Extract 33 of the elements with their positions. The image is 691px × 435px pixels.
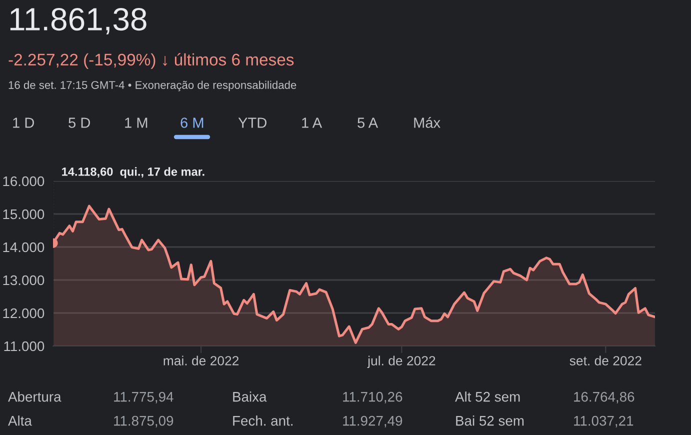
text: YTD bbox=[238, 118, 266, 128]
text: 11.775,94 bbox=[114, 392, 174, 404]
annotation: 14.118,60 qui., 17 de mar. bbox=[62, 167, 204, 178]
text: 11.710,26 bbox=[343, 392, 402, 404]
y-tick-label: 11.000 bbox=[4, 341, 44, 352]
y-tick-label: 13.000 bbox=[3, 275, 44, 286]
text: 1 A bbox=[302, 118, 322, 128]
y-tick-label: 15.000 bbox=[3, 209, 44, 220]
text: Bai 52 sem bbox=[456, 416, 524, 426]
text: 11.927,49 bbox=[343, 416, 402, 428]
text: Baixa bbox=[233, 392, 267, 402]
y-tick-label: 12.000 bbox=[3, 308, 44, 318]
chart-title: 11.861,38 bbox=[10, 8, 146, 34]
x-tick-label: set. de 2022 bbox=[570, 356, 642, 366]
text: 1 D bbox=[13, 118, 34, 128]
text: Abertura bbox=[8, 392, 62, 402]
text: 5 D bbox=[68, 118, 90, 128]
text: 1 M bbox=[125, 118, 148, 128]
text: Alta bbox=[8, 416, 32, 426]
x-tick-label: jul. de 2022 bbox=[367, 356, 436, 368]
text: Alt 52 sem bbox=[455, 392, 520, 402]
y-tick-label: 16.000 bbox=[3, 176, 44, 186]
chart-subtitle: -2.257,22 (-15,99%) ↓ últimos 6 meses bbox=[8, 53, 294, 69]
text: 16 de set. 17:15 GMT-4 • Exoneração de responsabilidade bbox=[8, 80, 296, 92]
x-tick-label: mai. de 2022 bbox=[164, 356, 239, 366]
y-tick-label: 14.000 bbox=[3, 242, 44, 252]
text: 11.875,09 bbox=[114, 416, 174, 428]
text: 5 A bbox=[358, 118, 378, 128]
text: 6 M bbox=[180, 118, 204, 128]
text: Máx bbox=[414, 117, 440, 128]
text: Fech. ant. bbox=[233, 416, 292, 426]
text: 16.764,86 bbox=[574, 392, 634, 404]
text: 11.037,21 bbox=[574, 416, 634, 428]
